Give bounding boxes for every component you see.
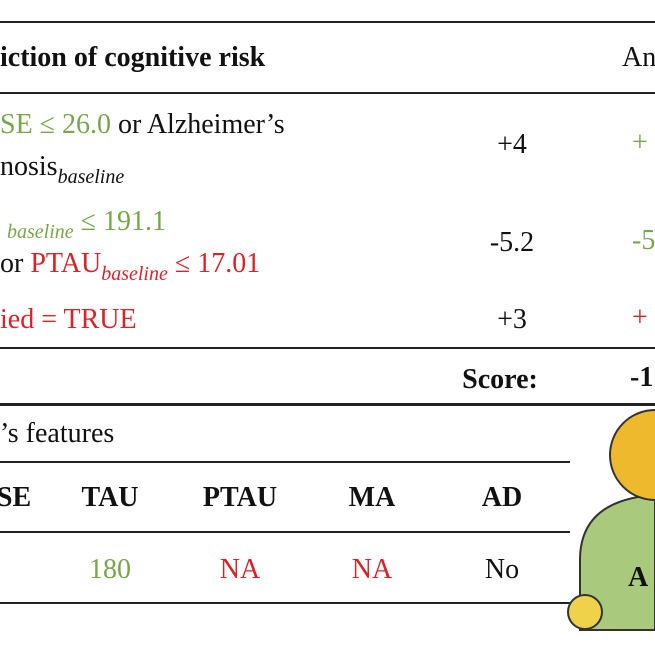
score-value: -1 xyxy=(630,362,654,393)
condition-text xyxy=(0,206,7,237)
applied-points: + xyxy=(632,302,648,333)
score-label: Score: xyxy=(462,364,538,395)
condition-text: nosis xyxy=(0,151,58,182)
points: +4 xyxy=(497,129,527,160)
avatar-label: A xyxy=(628,562,649,593)
condition-line: SE ≤ 26.0 or Alzheimer’s xyxy=(0,104,285,146)
feature-header: PTAU xyxy=(202,482,278,513)
condition-text: baseline xyxy=(101,263,168,285)
rule-condition: baseline ≤ 191.1 or PTAUbaseline ≤ 17.01 xyxy=(0,201,260,285)
avatar: A xyxy=(567,409,655,631)
feature-header: MA xyxy=(348,482,396,513)
rule xyxy=(0,602,570,604)
rule-condition: SE ≤ 26.0 or Alzheimer’s nosisbaseline xyxy=(0,104,285,188)
rule xyxy=(0,531,570,533)
points: +3 xyxy=(497,304,527,335)
rule-condition: ied = TRUE xyxy=(0,299,137,341)
condition-text: ied = TRUE xyxy=(0,304,137,335)
features-title: ’s features xyxy=(0,418,115,449)
feature-header: TAU xyxy=(81,482,139,513)
rule xyxy=(0,92,655,94)
condition-text: baseline xyxy=(57,166,125,188)
feature-value: No xyxy=(484,554,520,585)
feature-value: NA xyxy=(219,554,261,585)
condition-text: or xyxy=(0,248,31,279)
condition-line: nosisbaseline xyxy=(0,146,285,188)
rule xyxy=(0,21,655,23)
applied-points: -5 xyxy=(632,225,655,256)
condition-text: PTAU xyxy=(30,248,102,279)
condition-text: ≤ 17.01 xyxy=(167,248,261,279)
condition-line: ied = TRUE xyxy=(0,299,137,341)
rule xyxy=(0,347,655,349)
feature-header: AD xyxy=(481,482,523,513)
rule xyxy=(0,461,570,463)
feature-header: SE xyxy=(0,482,32,513)
feature-value: 180 xyxy=(89,554,131,585)
condition-line: or PTAUbaseline ≤ 17.01 xyxy=(0,243,260,285)
header-title: iction of cognitive risk xyxy=(0,42,266,73)
condition-text: SE ≤ 26.0 xyxy=(0,109,112,140)
points: -5.2 xyxy=(489,227,535,258)
condition-text: baseline xyxy=(7,221,74,243)
applied-points: + xyxy=(632,127,648,158)
condition-text: ≤ 191.1 xyxy=(73,206,167,237)
header-right: An xyxy=(622,42,655,73)
condition-line: baseline ≤ 191.1 xyxy=(0,201,260,243)
rule xyxy=(0,403,655,406)
avatar-head xyxy=(609,409,655,501)
avatar-hand xyxy=(567,594,603,630)
condition-text: or Alzheimer’s xyxy=(111,109,285,140)
feature-value: NA xyxy=(351,554,393,585)
